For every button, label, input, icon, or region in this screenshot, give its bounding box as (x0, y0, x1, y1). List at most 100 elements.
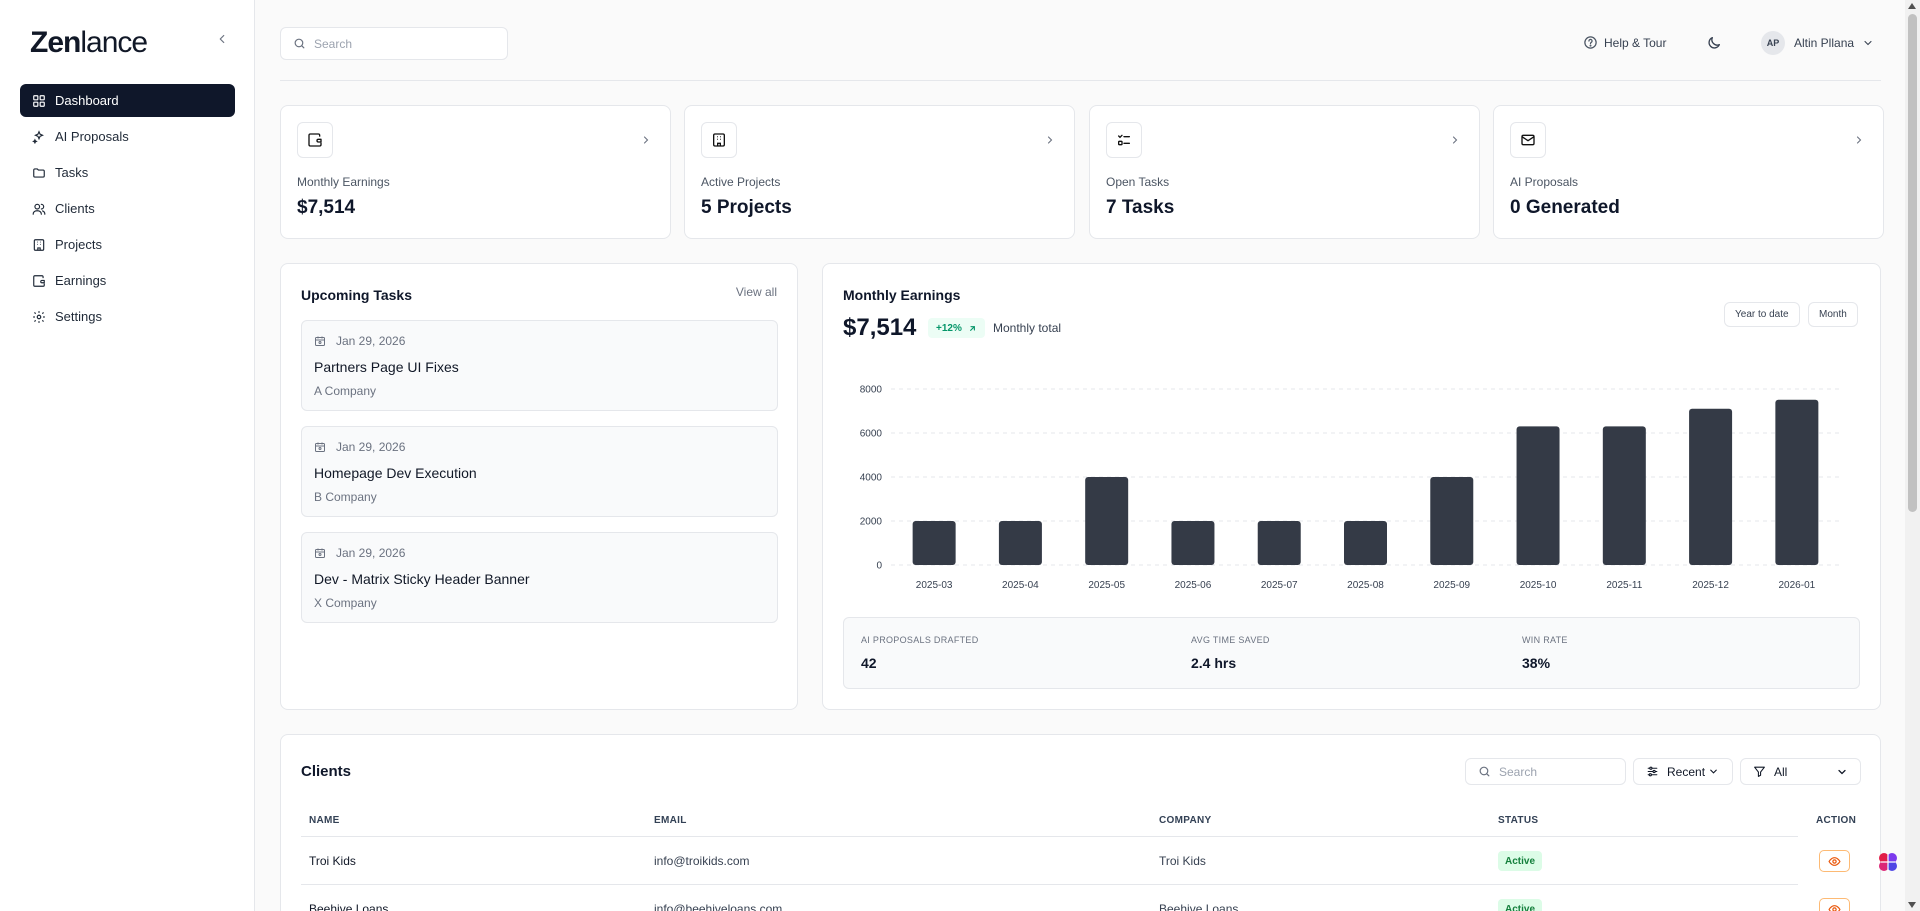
sidebar-item-settings[interactable]: Settings (20, 300, 235, 333)
chart-bar-2025-11[interactable] (1602, 426, 1646, 565)
scroll-thumb[interactable] (1908, 14, 1917, 512)
kpi-label: AVG TIME SAVED (1191, 635, 1270, 645)
column-header-company[interactable]: COMPANY (1159, 815, 1212, 826)
sidebar-item-label: Dashboard (55, 93, 119, 108)
sidebar-item-ai-proposals[interactable]: AI Proposals (20, 120, 235, 153)
theme-toggle-moon-icon[interactable] (1706, 35, 1722, 51)
kpi-value: 2.4 hrs (1191, 655, 1237, 671)
change-value: +12% (936, 322, 962, 334)
view-client-button[interactable] (1819, 850, 1850, 872)
sidebar-item-tasks[interactable]: Tasks (20, 156, 235, 189)
y-tick-label: 8000 (860, 385, 883, 396)
chart-bar-2025-06[interactable] (1171, 521, 1215, 565)
column-header-name[interactable]: NAME (309, 815, 340, 826)
view-all-link[interactable]: View all (735, 285, 777, 299)
search-input[interactable] (314, 36, 484, 51)
chart-bar-2025-05[interactable] (1085, 477, 1129, 565)
chart-bar-2026-01[interactable] (1775, 399, 1819, 565)
sidebar-item-earnings[interactable]: Earnings (20, 264, 235, 297)
collapse-sidebar-icon[interactable] (215, 32, 229, 46)
column-header-status[interactable]: STATUS (1498, 815, 1539, 826)
stat-card-ai-proposals[interactable]: AI Proposals 0 Generated (1493, 105, 1884, 239)
kpi-value: 42 (861, 655, 877, 671)
stat-card-monthly-earnings[interactable]: Monthly Earnings $7,514 (280, 105, 671, 239)
header-divider (280, 80, 1881, 81)
x-tick-label: 2025-07 (1261, 580, 1298, 591)
chart-bar-2025-07[interactable] (1257, 521, 1301, 565)
task-company: B Company (314, 490, 377, 504)
chart-bar-2025-12[interactable] (1689, 408, 1733, 565)
chevron-right-icon (1452, 136, 1458, 144)
kpi-value: 38% (1522, 655, 1551, 671)
x-tick-label: 2025-09 (1433, 580, 1470, 591)
year-to-date-button[interactable]: Year to date (1724, 302, 1800, 327)
clients-panel: Clients Recent All NAME EMAIL COMPANY ST… (280, 734, 1881, 911)
kpi-label: WIN RATE (1522, 635, 1568, 645)
task-title: Homepage Dev Execution (314, 465, 477, 481)
panel-title: Upcoming Tasks (301, 287, 412, 303)
month-button[interactable]: Month (1808, 302, 1858, 327)
panel-title: Monthly Earnings (843, 287, 961, 303)
x-tick-label: 2025-11 (1606, 580, 1642, 591)
task-card[interactable]: Jan 29, 2026 Homepage Dev Execution B Co… (301, 426, 778, 517)
task-card[interactable]: Jan 29, 2026 Dev - Matrix Sticky Header … (301, 532, 778, 623)
client-email[interactable]: info@beehiveloans.com (654, 902, 783, 911)
wallet-icon (33, 274, 45, 287)
column-header-action: ACTION (1816, 815, 1857, 826)
gear-icon (33, 310, 45, 323)
task-company: X Company (314, 596, 377, 610)
x-tick-label: 2025-04 (1002, 580, 1039, 591)
stat-label: AI Proposals (1510, 175, 1579, 189)
stat-icon-box (1510, 122, 1546, 158)
stat-card-open-tasks[interactable]: Open Tasks 7 Tasks (1089, 105, 1480, 239)
y-tick-label: 6000 (860, 429, 883, 440)
x-tick-label: 2026-01 (1779, 580, 1816, 591)
chart-bar-2025-04[interactable] (998, 521, 1042, 565)
stat-card-active-projects[interactable]: Active Projects 5 Projects (684, 105, 1075, 239)
sidebar-nav: Dashboard AI Proposals Tasks Clients Pro… (20, 84, 235, 336)
client-email[interactable]: info@troikids.com (654, 854, 750, 868)
filter-icon (1754, 766, 1765, 777)
clients-search-input[interactable] (1499, 764, 1609, 779)
stat-value: 5 Projects (701, 197, 792, 218)
y-tick-label: 4000 (860, 473, 883, 484)
user-menu[interactable]: AP Altin Pllana (1761, 31, 1874, 55)
chart-bar-2025-08[interactable] (1344, 521, 1387, 565)
page-scrollbar[interactable] (1905, 0, 1920, 911)
status-badge: Active (1498, 899, 1543, 911)
view-client-button[interactable] (1819, 898, 1850, 911)
task-card[interactable]: Jan 29, 2026 Partners Page UI Fixes A Co… (301, 320, 778, 411)
filter-dropdown[interactable]: All (1740, 758, 1861, 785)
brain-assistant-icon[interactable] (1876, 850, 1900, 874)
stat-icon-box (1106, 122, 1142, 158)
kpi-strip: AI PROPOSALS DRAFTED 42 AVG TIME SAVED 2… (843, 617, 1860, 689)
scroll-up-arrow[interactable] (1908, 3, 1916, 9)
task-date: Jan 29, 2026 (314, 440, 405, 454)
column-header-email[interactable]: EMAIL (654, 815, 687, 826)
scroll-down-arrow[interactable] (1908, 902, 1916, 908)
folder-icon (33, 167, 45, 178)
sidebar-item-projects[interactable]: Projects (20, 228, 235, 261)
client-name: Beehive Loans (309, 902, 389, 911)
chart-bar-2025-09[interactable] (1430, 477, 1474, 565)
help-tour-button[interactable]: Help & Tour (1583, 35, 1666, 50)
stat-label: Active Projects (701, 175, 781, 189)
sidebar-item-dashboard[interactable]: Dashboard (20, 84, 235, 117)
global-search[interactable] (280, 27, 508, 60)
sort-dropdown[interactable]: Recent (1633, 758, 1733, 785)
eye-icon (1828, 856, 1841, 866)
kpi-proposals-drafted: AI PROPOSALS DRAFTED 42 (861, 635, 979, 671)
stat-icon-box (297, 122, 333, 158)
building-icon (713, 133, 725, 147)
calendar-icon (315, 442, 325, 452)
x-tick-label: 2025-08 (1347, 580, 1384, 591)
clients-search[interactable] (1465, 758, 1626, 785)
chart-bar-2025-10[interactable] (1516, 426, 1560, 565)
filter-label: All (1774, 764, 1788, 779)
calendar-icon (315, 336, 325, 346)
sidebar-item-clients[interactable]: Clients (20, 192, 235, 225)
chart-bar-2025-03[interactable] (912, 521, 956, 565)
app-logo[interactable]: Zenlance (30, 26, 148, 59)
task-title: Dev - Matrix Sticky Header Banner (314, 571, 530, 587)
x-tick-label: 2025-06 (1175, 580, 1212, 591)
